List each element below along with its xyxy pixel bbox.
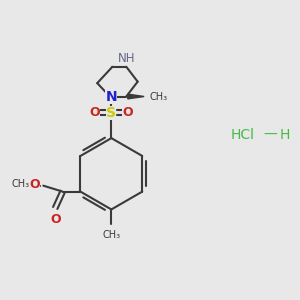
- Text: CH₃: CH₃: [149, 92, 168, 101]
- Text: H: H: [279, 128, 290, 142]
- Text: —: —: [263, 128, 277, 142]
- Text: O: O: [30, 178, 40, 191]
- Text: O: O: [50, 213, 61, 226]
- Polygon shape: [128, 94, 144, 99]
- Text: O: O: [122, 106, 133, 119]
- Text: HCl: HCl: [230, 128, 254, 142]
- Text: CH₃: CH₃: [102, 230, 120, 240]
- Text: O: O: [90, 106, 100, 119]
- Text: CH₃: CH₃: [12, 179, 30, 189]
- Text: S: S: [106, 106, 116, 120]
- Text: NH: NH: [118, 52, 135, 65]
- Text: N: N: [106, 89, 117, 103]
